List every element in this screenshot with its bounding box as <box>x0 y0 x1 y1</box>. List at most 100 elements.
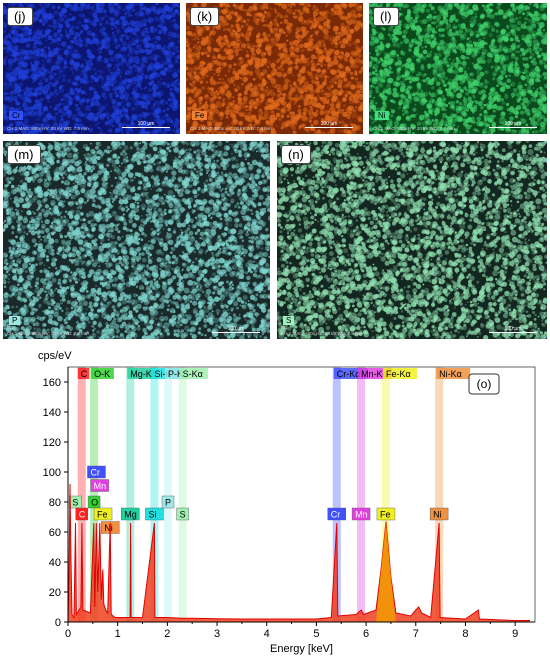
element-marker-label: Mn <box>355 510 368 520</box>
element-marker-box <box>161 495 175 509</box>
chart-panel-label: (o) <box>477 377 492 391</box>
scale-bar: 100 µm <box>212 326 260 333</box>
element-marker-label: Fe <box>380 510 391 520</box>
element-band <box>90 367 99 622</box>
panel-label: (j) <box>7 7 33 26</box>
element-marker-box <box>87 465 106 479</box>
y-tick-label: 100 <box>43 467 61 479</box>
top-label: S-Kα <box>183 369 203 379</box>
panel-label: (n) <box>281 145 311 164</box>
element-marker-label: Cr <box>331 510 341 520</box>
element-band <box>435 367 444 622</box>
y-axis-label: cps/eV <box>38 350 72 362</box>
chart-panel-label-box <box>468 373 500 395</box>
plot-frame <box>67 366 536 623</box>
y-tick-label: 140 <box>43 407 61 419</box>
element-marker-box <box>90 479 109 492</box>
element-marker-label: Ni <box>433 510 442 520</box>
element-marker-box <box>75 507 88 521</box>
element-marker-box <box>145 507 164 521</box>
element-band <box>357 367 366 622</box>
map-speckle <box>369 3 547 134</box>
top-label: Si-K <box>154 369 171 379</box>
fe-peak-fill <box>376 521 396 622</box>
top-label-box <box>77 368 90 379</box>
scale-bar: 100 µm <box>122 121 170 128</box>
x-tick-label: 9 <box>512 628 518 640</box>
scale-bar: 100 µm <box>305 121 353 128</box>
map-speckle <box>3 3 180 134</box>
element-marker-label: Si <box>148 510 156 520</box>
element-marker-label: Fe <box>97 510 108 520</box>
top-label-box <box>127 368 156 379</box>
map-panel-n: (n) S M1 CH 1 MAG: 500x HV: 20 kV WD: 7.8 m… <box>277 141 547 339</box>
element-band <box>178 367 187 622</box>
element-marker-label: C <box>79 510 86 520</box>
top-label-box <box>333 368 368 379</box>
element-band <box>126 367 135 622</box>
element-marker-label: Cr <box>90 468 100 478</box>
element-band <box>77 367 86 622</box>
element-marker-box <box>176 507 189 521</box>
element-marker-box <box>93 507 113 521</box>
x-tick-label: 6 <box>363 628 369 640</box>
top-label: C <box>81 369 88 379</box>
element-band <box>164 367 173 622</box>
element-band <box>150 367 159 622</box>
acquisition-info: CH 1 MAG: 500x HV: 20 kV WD: 7.8 mm <box>7 331 89 336</box>
element-marker-box <box>429 507 449 521</box>
x-tick-label: 1 <box>115 628 121 640</box>
map-panel-k: (k) Fe CH 1 MAG: 500x HV: 20 kV WD: 7.8 mm… <box>186 3 363 134</box>
x-tick-label: 8 <box>462 628 468 640</box>
top-label: Cr-Kα <box>337 369 361 379</box>
y-tick-label: 160 <box>43 377 61 389</box>
top-label-box <box>382 368 417 379</box>
top-label-box <box>179 368 209 379</box>
y-tick-label: 60 <box>49 527 61 539</box>
element-marker-box <box>121 507 140 521</box>
element-marker-label: Mn <box>94 481 107 491</box>
map-speckle <box>3 141 270 339</box>
x-tick-label: 5 <box>313 628 319 640</box>
element-marker-label: Ni <box>104 523 113 533</box>
top-label-box <box>165 368 188 379</box>
map-panel-l: (l) Ni CH 1 MAG: 500x HV: 20 kV WD: 7.8 mm… <box>369 3 547 134</box>
element-marker-label: S <box>180 510 186 520</box>
element-tag: Cr <box>9 111 24 120</box>
y-tick-label: 20 <box>49 587 61 599</box>
spectrum-line <box>67 483 530 623</box>
map-speckle <box>277 141 547 339</box>
acquisition-info: CH 1 MAG: 500x HV: 20 kV WD: 7.8 mm <box>373 126 455 131</box>
map-panel-m: (m) P M1 CH 1 MAG: 500x HV: 20 kV WD: 7.8 m… <box>3 141 270 339</box>
element-band <box>332 367 341 622</box>
x-tick-label: 0 <box>65 628 71 640</box>
element-tag: P <box>9 316 21 325</box>
element-marker-box <box>376 507 396 521</box>
acquisition-info: CH 1 MAG: 500x HV: 20 kV WD: 7.8 mm <box>190 126 272 131</box>
panel-label: (k) <box>190 7 220 26</box>
panel-label: (l) <box>373 7 399 26</box>
scale-bar: 100 µm <box>489 326 537 333</box>
top-label: Mg-K <box>130 369 152 379</box>
top-label: P-K <box>168 369 183 379</box>
top-label-box <box>358 368 393 379</box>
top-label-box <box>91 368 114 379</box>
map-sample-id: M1 <box>7 325 14 330</box>
x-tick-label: 3 <box>214 628 220 640</box>
acquisition-info: CH 1 MAG: 500x HV: 20 kV WD: 7.8 mm <box>7 126 89 131</box>
x-tick-label: 7 <box>413 628 419 640</box>
element-marker-label: Mg <box>124 510 137 520</box>
top-label: Mn-Kα <box>361 369 388 379</box>
element-tag: Fe <box>192 111 208 120</box>
top-label: O-K <box>94 369 110 379</box>
x-tick-label: 2 <box>164 628 170 640</box>
scale-bar: 100 µm <box>489 121 537 128</box>
top-label: Fe-Kα <box>386 369 411 379</box>
element-tag: S <box>283 316 295 325</box>
element-marker-box <box>327 507 346 521</box>
x-tick-label: 4 <box>264 628 270 640</box>
element-marker-label: S <box>72 498 78 508</box>
top-label-box <box>436 368 471 379</box>
map-panel-j: (j) Cr CH 1 MAG: 500x HV: 20 kV WD: 7.8 mm… <box>3 3 180 134</box>
